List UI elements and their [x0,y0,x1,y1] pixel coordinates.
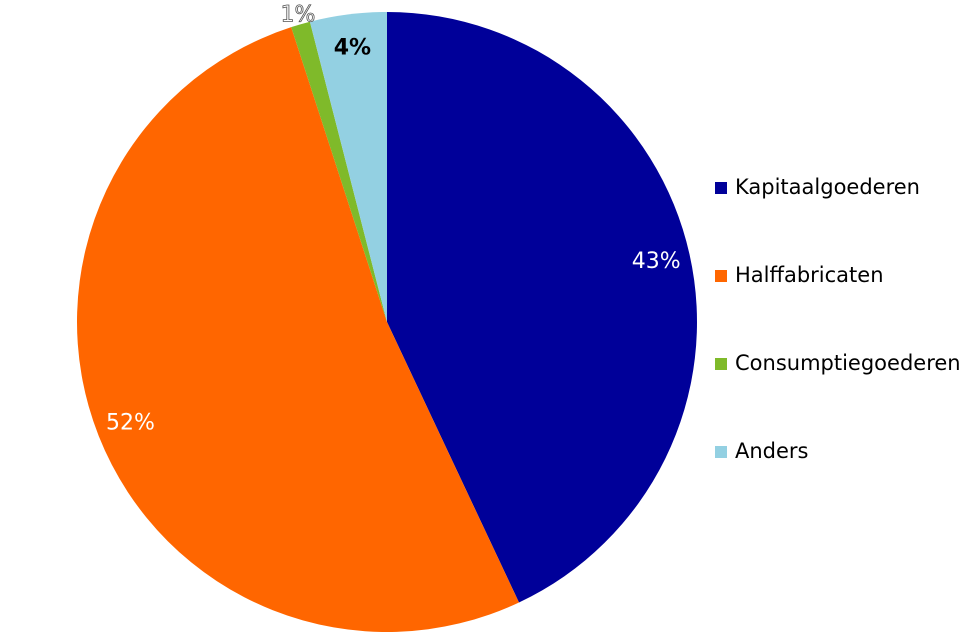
pie-slice [387,12,697,603]
legend-swatch [715,270,727,282]
data-label: 4% [334,35,371,60]
legend-swatch [715,446,727,458]
legend-swatch [715,358,727,370]
legend-swatch [715,182,727,194]
legend-label: Kapitaalgoederen [735,175,920,199]
data-label: 43% [632,249,681,274]
pie-slice [77,27,519,632]
legend-label: Consumptiegoederen [735,351,961,375]
pie-slice [291,21,387,322]
pie-slice [309,12,387,322]
legend-label: Anders [735,439,809,463]
data-label: 52% [106,411,155,436]
data-label: 1% [280,2,315,27]
legend-label: Halffabricaten [735,263,884,287]
